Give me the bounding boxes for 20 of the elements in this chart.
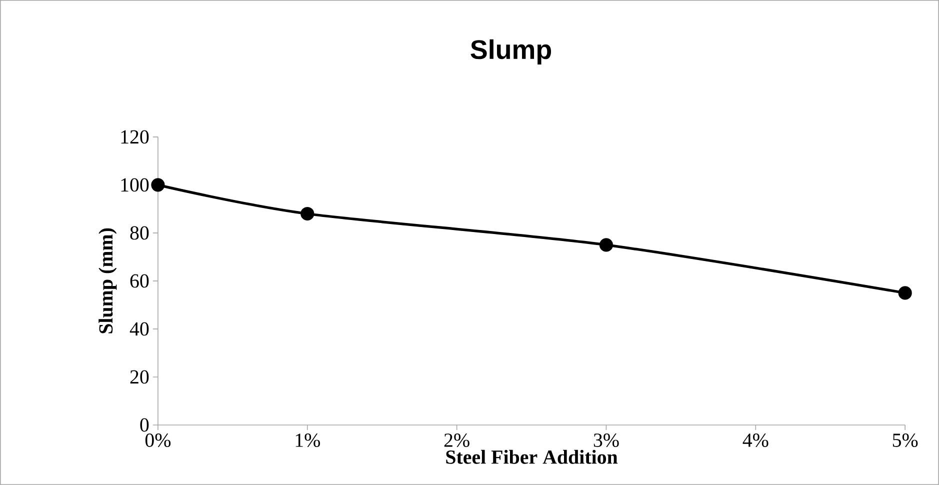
point [151, 178, 165, 192]
point [599, 238, 614, 252]
y-tick-label: 80 [130, 226, 149, 240]
x-tick-label: 5% [892, 434, 918, 448]
point [898, 286, 912, 300]
y-tick-label: 0 [140, 418, 149, 432]
y-tick-label: 20 [130, 370, 149, 384]
x-tick-label: 0% [145, 434, 171, 448]
x-axis-title: Steel Fiber Addition [446, 450, 618, 464]
y-tick-label: 60 [130, 274, 149, 288]
x-tick-label: 1% [296, 434, 320, 448]
y-axis-title: Slump (mm) [98, 228, 117, 334]
x-tick-label: 4% [742, 434, 768, 448]
y-tick-label: 120 [121, 130, 149, 144]
x-tick-label: 2% [444, 434, 470, 448]
x-tick-label: 3% [594, 434, 619, 448]
y-tick-label: 40 [130, 322, 149, 336]
chart-title: Slump [470, 39, 552, 64]
point [300, 206, 314, 221]
y-tick-label: 100 [121, 178, 149, 192]
